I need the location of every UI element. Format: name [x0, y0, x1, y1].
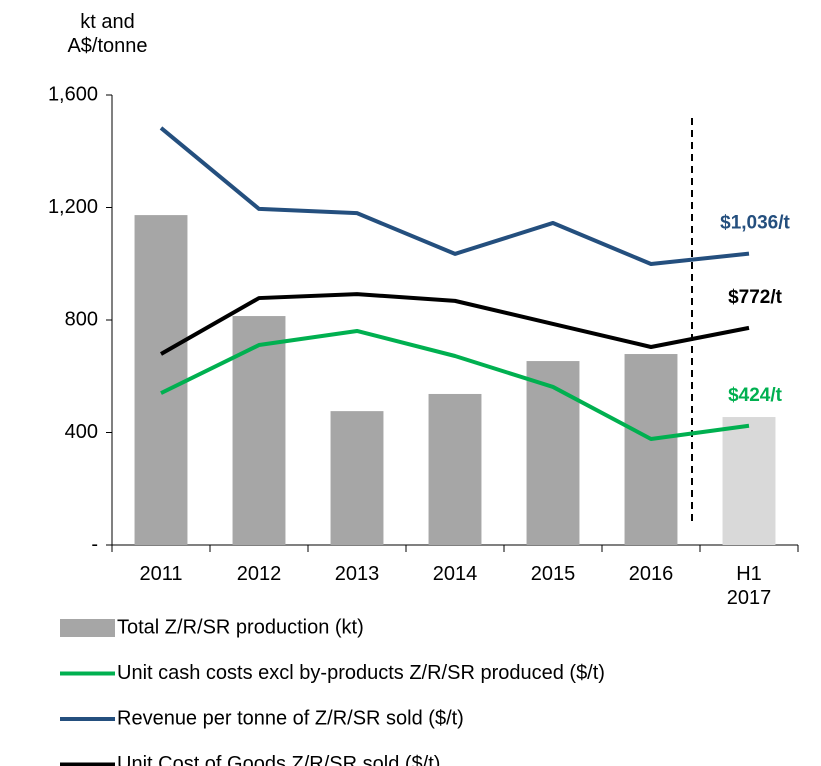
legend-label: Unit Cost of Goods Z/R/SR sold ($/t)	[117, 753, 440, 766]
x-tick-label: 2015	[530, 563, 576, 585]
bar	[722, 417, 776, 545]
bar	[330, 411, 384, 545]
data-label: $772/t	[728, 287, 783, 308]
legend-label: Revenue per tonne of Z/R/SR sold ($/t)	[117, 707, 464, 729]
data-label: $424/t	[728, 385, 783, 406]
x-tick-label: H1 2017	[726, 563, 772, 609]
y-axis-label: kt and A$/tonne	[67, 11, 148, 57]
y-tick-label: -	[91, 533, 98, 555]
bar	[428, 393, 482, 545]
y-tick-label: 800	[65, 308, 98, 330]
legend-label: Unit cash costs excl by-products Z/R/SR …	[117, 662, 605, 684]
y-tick-label: 1,200	[48, 196, 98, 218]
y-tick-label: 1,600	[48, 83, 98, 105]
bar	[134, 215, 188, 545]
x-tick-label: 2012	[236, 563, 282, 585]
legend-swatch	[60, 619, 115, 637]
y-tick-label: 400	[65, 421, 98, 443]
legend-label: Total Z/R/SR production (kt)	[117, 616, 364, 638]
bar	[624, 354, 678, 545]
x-tick-label: 2013	[334, 563, 380, 585]
line	[159, 126, 750, 267]
data-label: $1,036/t	[720, 213, 790, 234]
line	[160, 292, 750, 356]
x-tick-label: 2011	[139, 563, 183, 585]
bar	[232, 316, 286, 545]
x-tick-label: 2016	[628, 563, 674, 585]
line	[160, 328, 750, 441]
x-tick-label: 2014	[432, 563, 478, 585]
bar	[526, 361, 580, 545]
